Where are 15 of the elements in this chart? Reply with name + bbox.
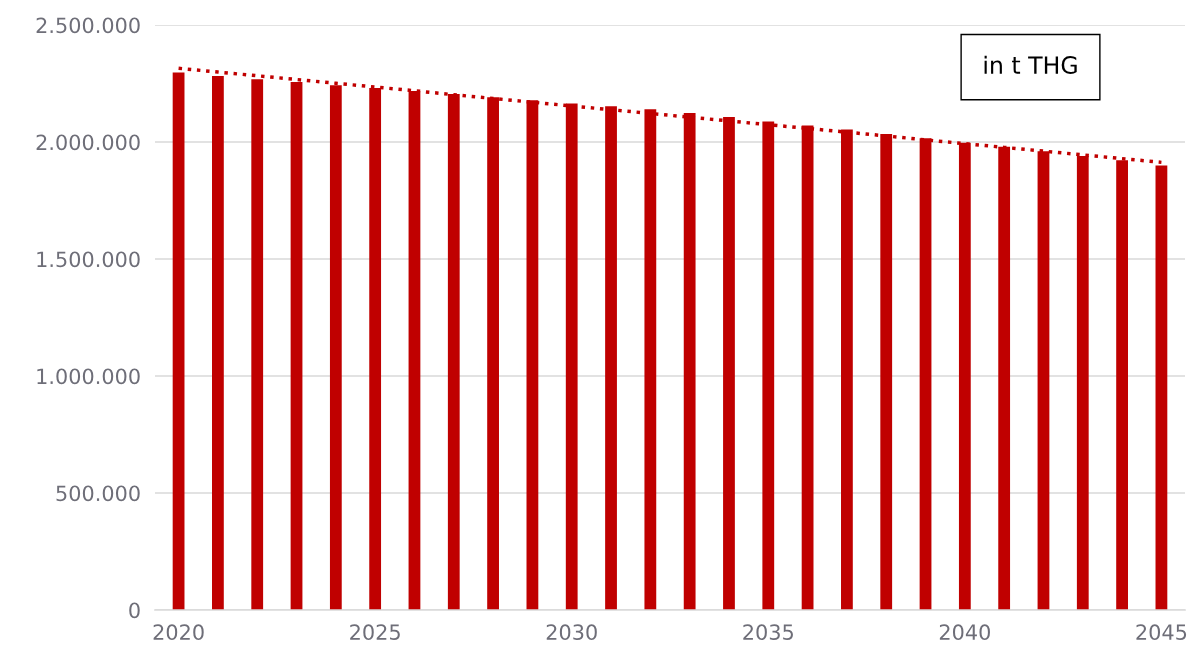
x-tick-label: 2045 xyxy=(1136,624,1187,641)
x-tick-label: 2030 xyxy=(546,624,597,641)
x-tick-label: 2025 xyxy=(350,624,400,641)
y-tick-label: 1.000.000 xyxy=(37,368,140,385)
y-tick-label: 2.500.000 xyxy=(36,17,140,34)
x-tick-label: 2020 xyxy=(153,624,204,641)
y-tick-label: 1.500.000 xyxy=(37,251,140,268)
y-tick-label: 2.000.000 xyxy=(36,134,140,151)
bar xyxy=(172,72,185,610)
y-tick-label: 0 xyxy=(129,602,140,619)
annotation: in t THG xyxy=(984,55,1077,74)
y-tick-label: 500.000 xyxy=(56,485,140,502)
x-tick-label: 2035 xyxy=(743,624,793,641)
bar xyxy=(212,76,224,610)
x-tick-label: 2040 xyxy=(939,624,990,641)
